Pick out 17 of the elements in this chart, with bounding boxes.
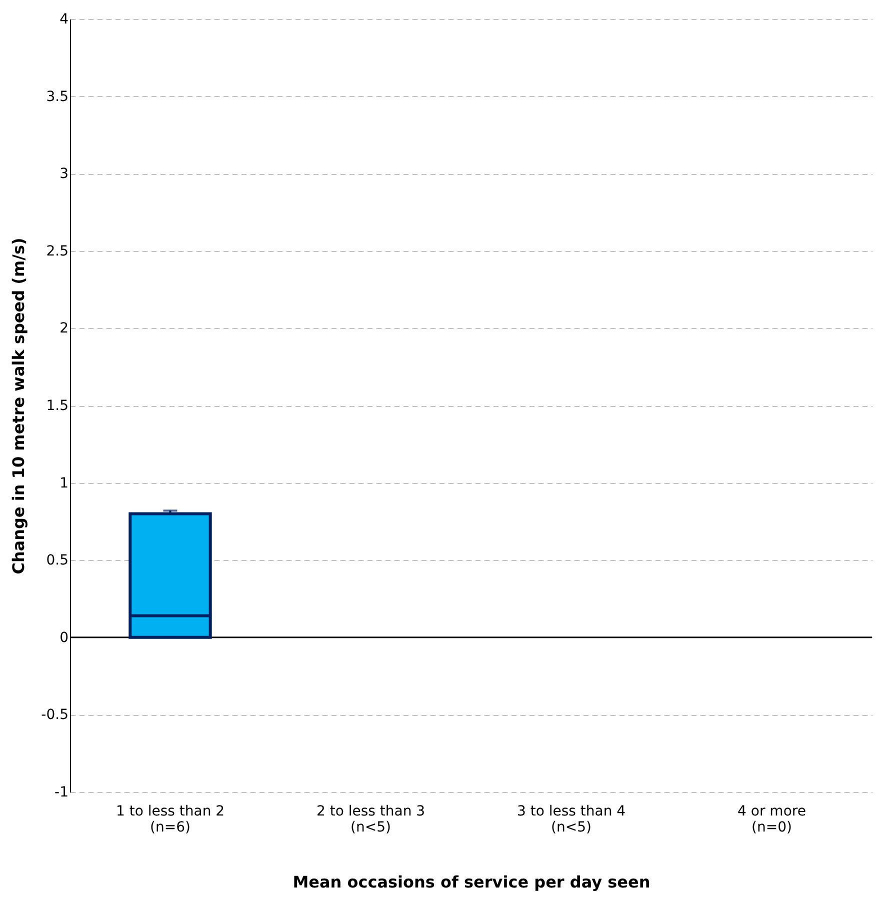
x-tick-label: 2 to less than 3 (n<5) — [316, 804, 426, 836]
x-axis-title: Mean occasions of service per day seen — [292, 872, 650, 892]
y-axis-title: Change in 10 metre walk speed (m/s) — [9, 238, 28, 574]
y-tick-label: 2 — [60, 320, 68, 337]
y-tick-label: 3.5 — [46, 88, 68, 105]
y-tick-label: 1 — [60, 475, 68, 492]
y-tick-label: 1.5 — [46, 398, 68, 414]
x-tick-label: 3 to less than 4 (n<5) — [516, 804, 626, 836]
y-tick-label: 0.5 — [46, 552, 68, 569]
y-tick-label: 4 — [60, 12, 69, 28]
y-tick-label: -0.5 — [41, 707, 68, 724]
y-tick-label: 3 — [60, 166, 68, 182]
y-tick-label: -1 — [54, 784, 68, 800]
x-tick-label: 1 to less than 2 (n=6) — [116, 804, 225, 836]
y-tick-label: 2.5 — [46, 243, 68, 260]
y-tick-label: 0 — [60, 630, 68, 646]
x-tick-label: 4 or more (n=0) — [738, 804, 806, 836]
